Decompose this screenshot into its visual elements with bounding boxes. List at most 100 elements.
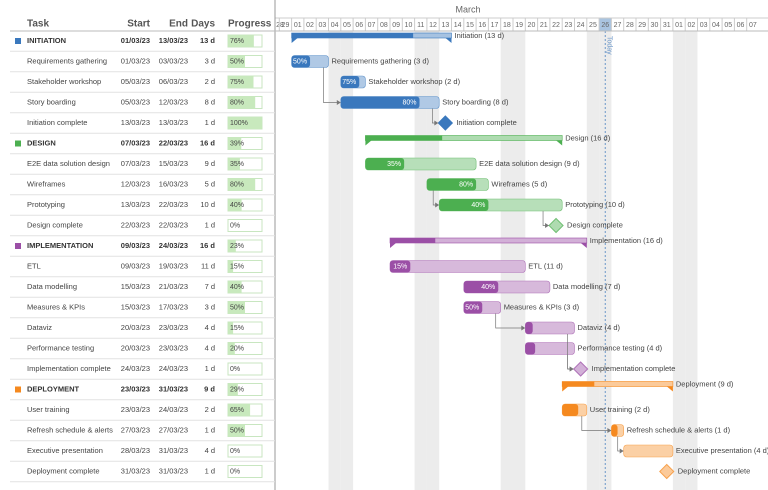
group-cap xyxy=(445,38,452,43)
progress-fill xyxy=(228,55,245,68)
progress-label: 50% xyxy=(230,304,244,311)
group-cap xyxy=(291,38,298,43)
task-name: Design complete xyxy=(27,220,83,229)
bar-label: Implementation (16 d) xyxy=(590,236,663,245)
day-label: 02 xyxy=(687,22,695,29)
dependency xyxy=(581,416,611,431)
day-label: 13 xyxy=(441,22,449,29)
day-label: 27 xyxy=(614,22,622,29)
task-end: 17/03/23 xyxy=(159,302,188,311)
bar-label: Wireframes (5 d) xyxy=(491,179,547,188)
bar-progress-label: 75% xyxy=(342,79,356,86)
day-label: 03 xyxy=(700,22,708,29)
today-label: Today xyxy=(605,36,612,55)
task-start: 20/03/23 xyxy=(121,343,150,352)
task-end: 31/03/23 xyxy=(159,384,188,393)
task-days: 4 d xyxy=(205,343,215,352)
day-label: 09 xyxy=(392,22,400,29)
progress-label: 0% xyxy=(230,468,240,475)
dependency-arrow xyxy=(607,428,612,433)
progress-label: 0% xyxy=(230,448,240,455)
task-days: 16 d xyxy=(200,241,215,250)
day-label: 21 xyxy=(540,22,548,29)
progress-track xyxy=(227,362,263,376)
bar-label: Initiation complete xyxy=(456,118,516,127)
progress-track xyxy=(227,465,263,478)
progress-fill xyxy=(228,158,240,170)
task-days: 4 d xyxy=(205,446,215,455)
weekend-shade xyxy=(672,31,686,490)
progress-label: 40% xyxy=(230,202,244,209)
task-start: 01/03/23 xyxy=(121,56,150,65)
header-task: Task xyxy=(27,19,49,30)
day-label: 14 xyxy=(454,22,462,29)
group-icon xyxy=(15,38,21,44)
task-days: 4 d xyxy=(205,323,215,332)
progress-fill xyxy=(228,178,256,191)
task-progress xyxy=(562,404,579,416)
task-days: 13 d xyxy=(200,36,215,45)
progress-fill xyxy=(228,76,254,88)
task-days: 1 d xyxy=(205,425,215,434)
task-days: 11 d xyxy=(201,261,215,270)
bar-label: User training (2 d) xyxy=(590,405,651,414)
bar-label: Performance testing (4 d) xyxy=(578,343,663,352)
task-end: 24/03/23 xyxy=(159,364,188,373)
group-cap xyxy=(365,140,372,146)
task-start: 20/03/23 xyxy=(121,323,150,332)
task-end: 12/03/23 xyxy=(159,97,188,106)
bar-label: Prototyping (10 d) xyxy=(565,200,625,209)
progress-fill xyxy=(228,342,235,355)
task-end: 16/03/23 xyxy=(159,179,188,188)
task-bar xyxy=(623,444,674,458)
day-label: 29 xyxy=(282,22,290,29)
day-label: 10 xyxy=(405,22,413,29)
task-name: Data modelling xyxy=(27,282,77,291)
group-progress xyxy=(390,238,436,243)
task-end: 13/03/23 xyxy=(159,36,188,45)
day-label: 17 xyxy=(491,22,499,29)
task-end: 22/03/23 xyxy=(159,220,188,229)
day-label: 24 xyxy=(577,22,585,29)
day-label: 06 xyxy=(355,22,363,29)
task-end: 06/03/23 xyxy=(159,77,188,86)
task-days: 5 d xyxy=(205,179,215,188)
dependency xyxy=(323,67,340,103)
bar-progress-label: 50% xyxy=(465,304,479,311)
bar-label: Dataviz (4 d) xyxy=(578,323,621,332)
task-progress xyxy=(340,76,360,88)
today-header xyxy=(599,18,612,31)
task-name: DESIGN xyxy=(27,138,56,147)
day-label: 04 xyxy=(331,22,339,29)
task-progress xyxy=(463,281,499,293)
dependency-arrow xyxy=(336,100,341,105)
day-label: 05 xyxy=(724,22,732,29)
task-end: 22/03/23 xyxy=(159,200,188,209)
day-label: 03 xyxy=(318,22,326,29)
bar-progress-label: 80% xyxy=(403,99,417,106)
day-label: 30 xyxy=(651,22,659,29)
task-days: 1 d xyxy=(205,364,215,373)
task-start: 09/03/23 xyxy=(121,261,150,270)
task-start: 31/03/23 xyxy=(121,466,150,475)
header-days: Days xyxy=(191,19,215,30)
bar-label: Deployment complete xyxy=(678,466,751,475)
progress-label: 100% xyxy=(230,120,248,127)
task-name: Dataviz xyxy=(27,323,52,332)
bar-label: Measures & KPIs (3 d) xyxy=(504,302,580,311)
group-progress xyxy=(291,33,414,38)
weekend-shade xyxy=(328,31,341,490)
day-label: 04 xyxy=(712,22,720,29)
task-progress xyxy=(525,342,536,355)
progress-label: 39% xyxy=(230,140,244,147)
bar-label: Refresh schedule & alerts (1 d) xyxy=(627,425,731,434)
task-days: 2 d xyxy=(205,405,215,414)
dependency-arrow xyxy=(435,202,440,208)
bar-label: Initiation (13 d) xyxy=(455,31,505,40)
progress-label: 29% xyxy=(230,386,244,393)
dependency xyxy=(495,313,525,329)
group-cap xyxy=(556,140,563,146)
progress-label: 80% xyxy=(230,99,244,106)
header-end: End xyxy=(169,19,188,30)
dependency-arrow xyxy=(569,366,574,372)
